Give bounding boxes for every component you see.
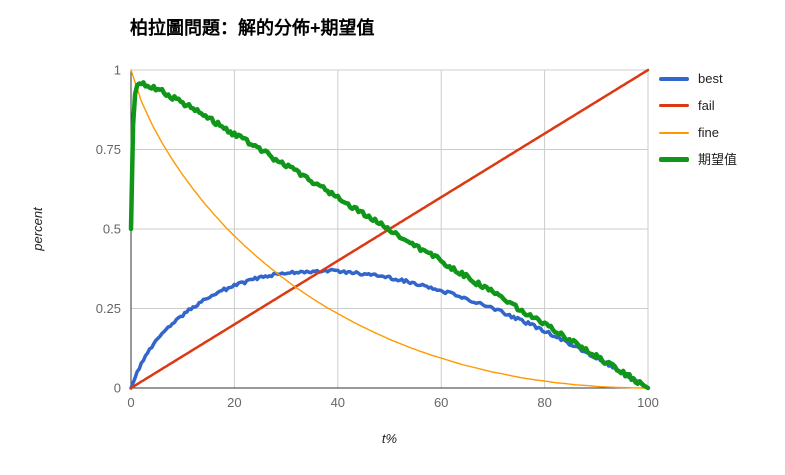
legend-label-fine: fine — [698, 124, 719, 140]
x-tick-label: 0 — [127, 395, 134, 410]
y-tick-label: 0 — [114, 381, 121, 396]
y-axis-title: percent — [30, 207, 45, 251]
legend-swatch-fine — [659, 131, 689, 134]
legend-label-期望值: 期望值 — [698, 151, 738, 167]
chart-title: 柏拉圖問題：解的分佈+期望值 — [130, 18, 375, 38]
series-line-期望值[interactable] — [128, 80, 651, 391]
y-tick-label: 0.75 — [96, 142, 121, 157]
legend-label-fail: fail — [698, 97, 715, 113]
series-line-fine[interactable] — [130, 69, 649, 389]
x-axis-title: t% — [381, 431, 398, 446]
legend-item-fine[interactable]: fine — [659, 125, 737, 140]
x-tick-label: 20 — [227, 395, 241, 410]
legend-item-fail[interactable]: fail — [659, 98, 737, 113]
legend-swatch-期望值 — [659, 157, 689, 162]
y-tick-label: 1 — [114, 63, 121, 78]
legend-swatch-best — [659, 76, 689, 81]
y-tick-label: 0.5 — [103, 222, 121, 237]
legend-swatch-fail — [659, 104, 689, 107]
y-tick-label: 0.25 — [96, 301, 121, 316]
x-tick-label: 60 — [434, 395, 448, 410]
legend-item-best[interactable]: best — [659, 71, 737, 86]
legend: best fail fine 期望值 — [659, 71, 737, 179]
x-tick-label: 100 — [637, 395, 659, 410]
legend-label-best: best — [698, 70, 723, 86]
x-tick-label: 80 — [537, 395, 551, 410]
x-tick-label: 40 — [331, 395, 345, 410]
legend-item-期望值[interactable]: 期望值 — [659, 152, 737, 167]
series-line-best[interactable] — [129, 267, 650, 390]
